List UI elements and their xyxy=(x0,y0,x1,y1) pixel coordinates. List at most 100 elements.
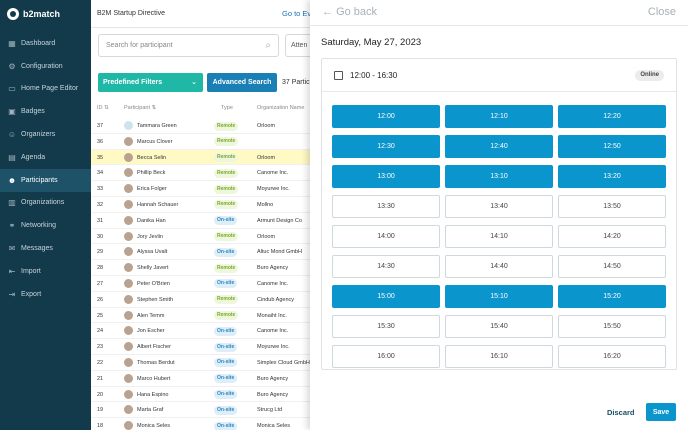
participant-name[interactable]: Danika Han xyxy=(137,217,166,224)
predefined-filters-dropdown[interactable]: Predefined Filters ⌄ xyxy=(98,73,203,92)
time-slot-1540[interactable]: 15:40 xyxy=(445,315,553,338)
time-slot-1340[interactable]: 13:40 xyxy=(445,195,553,218)
time-slot-1420[interactable]: 14:20 xyxy=(558,225,666,248)
time-slot-1200[interactable]: 12:00 xyxy=(332,105,440,128)
participant-name[interactable]: Jory Jevlin xyxy=(137,233,163,240)
sidebar-item-home-page-editor[interactable]: ▭ Home Page Editor xyxy=(0,78,91,101)
table-row[interactable]: 19 Marta Graf On-site Strucg Ltd xyxy=(91,402,311,419)
time-slot-1510[interactable]: 15:10 xyxy=(445,285,553,308)
table-row[interactable]: 28 Shelly Javert Remote Buro Agency xyxy=(91,260,311,276)
row-id: 20 xyxy=(97,391,104,398)
attendance-filter-select[interactable]: Atten xyxy=(285,34,315,57)
table-row[interactable]: 30 Jory Jevlin Remote Orloom xyxy=(91,229,311,245)
participant-name[interactable]: Albert Fischer xyxy=(137,344,171,351)
sidebar-item-export[interactable]: ⇥ Export xyxy=(0,283,91,306)
slot-range: 12:00 - 16:30 xyxy=(350,71,398,80)
participant-name[interactable]: Erica Folger xyxy=(137,186,167,193)
time-slot-1250[interactable]: 12:50 xyxy=(558,135,666,158)
table-row[interactable]: 26 Stephen Smith Remote Cindub Agency xyxy=(91,292,311,308)
go-back-button[interactable]: ← Go back xyxy=(322,6,377,18)
table-row[interactable]: 32 Hannah Schauer Remote Mollno xyxy=(91,197,311,213)
column-participant[interactable]: Participant ⇅ xyxy=(124,105,156,111)
participant-name[interactable]: Marcus Clover xyxy=(137,138,173,145)
time-slot-1440[interactable]: 14:40 xyxy=(445,255,553,278)
time-slot-1240[interactable]: 12:40 xyxy=(445,135,553,158)
time-slot-1600[interactable]: 16:00 xyxy=(332,345,440,368)
time-slot-1230[interactable]: 12:30 xyxy=(332,135,440,158)
time-slot-1520[interactable]: 15:20 xyxy=(558,285,666,308)
table-row[interactable]: 23 Albert Fischer On-site Moyurwe Inc. xyxy=(91,339,311,355)
participant-name[interactable]: Jon Escher xyxy=(137,328,165,335)
participant-name[interactable]: Alyssa Uvalt xyxy=(137,249,168,256)
table-row[interactable]: 20 Hana Espino On-site Buro Agency xyxy=(91,387,311,403)
logo[interactable]: b2match xyxy=(0,0,91,28)
go-to-event-link[interactable]: Go to Ev xyxy=(282,9,312,18)
table-row[interactable]: 35 Becca Selin Remote Orloom xyxy=(91,149,311,166)
sidebar-item-dashboard[interactable]: ▦ Dashboard xyxy=(0,32,91,55)
participant-name[interactable]: Monica Seles xyxy=(137,423,171,430)
table-row[interactable]: 25 Alen Temm Remote Monaiht Inc. xyxy=(91,308,311,324)
time-slot-1530[interactable]: 15:30 xyxy=(332,315,440,338)
participant-name[interactable]: Shelly Javert xyxy=(137,265,169,272)
chevron-down-icon: ⌄ xyxy=(191,79,197,86)
discard-button[interactable]: Discard xyxy=(607,408,635,417)
time-slot-1500[interactable]: 15:00 xyxy=(332,285,440,308)
sidebar-item-organizers[interactable]: ☺ Organizers xyxy=(0,123,91,146)
close-button[interactable]: Close xyxy=(647,6,676,18)
avatar xyxy=(124,294,133,304)
select-all-checkbox[interactable] xyxy=(334,71,343,80)
save-button[interactable]: Save xyxy=(646,403,676,421)
table-row[interactable]: 22 Thomas Berdut On-site Simplex Cloud GmbH xyxy=(91,355,311,371)
table-row[interactable]: 24 Jon Escher On-site Canome Inc. xyxy=(91,323,311,340)
participant-name[interactable]: Phillip Beck xyxy=(137,170,166,177)
time-slot-1220[interactable]: 12:20 xyxy=(558,105,666,128)
time-slot-1610[interactable]: 16:10 xyxy=(445,345,553,368)
search-input[interactable]: Search for participant ⌕ xyxy=(98,34,279,57)
organization-name: Canome Inc. xyxy=(257,280,289,287)
advanced-search-button[interactable]: Advanced Search xyxy=(207,73,277,92)
column-type: Type xyxy=(221,105,233,111)
column-id[interactable]: ID ⇅ xyxy=(97,105,109,111)
participant-name[interactable]: Becca Selin xyxy=(137,154,167,161)
time-slot-1550[interactable]: 15:50 xyxy=(558,315,666,338)
table-row[interactable]: 36 Marcus Clover Remote xyxy=(91,134,311,150)
logo-text: b2match xyxy=(23,9,61,19)
participant-name[interactable]: Hana Espino xyxy=(137,391,169,398)
table-row[interactable]: 29 Alyssa Uvalt On-site Altuc Mond GmbH xyxy=(91,244,311,261)
participant-name[interactable]: Marco Hubert xyxy=(137,375,171,382)
participant-name[interactable]: Peter O'Brien xyxy=(137,280,170,287)
sidebar-item-participants[interactable]: ☻ Participants xyxy=(0,168,91,192)
participant-name[interactable]: Hannah Schauer xyxy=(137,201,179,208)
time-slot-1450[interactable]: 14:50 xyxy=(558,255,666,278)
row-id: 23 xyxy=(97,344,104,351)
sidebar-item-agenda[interactable]: ▤ Agenda xyxy=(0,146,91,169)
time-slot-1400[interactable]: 14:00 xyxy=(332,225,440,248)
sidebar-item-configuration[interactable]: ⚙ Configuration xyxy=(0,55,91,78)
table-row[interactable]: 34 Phillip Beck Remote Canome Inc. xyxy=(91,165,311,182)
time-slot-1620[interactable]: 16:20 xyxy=(558,345,666,368)
time-slot-1430[interactable]: 14:30 xyxy=(332,255,440,278)
table-row[interactable]: 18 Monica Seles On-site Monica Seles xyxy=(91,418,311,430)
time-slot-1350[interactable]: 13:50 xyxy=(558,195,666,218)
table-row[interactable]: 33 Erica Folger Remote Moyurwe Inc. xyxy=(91,181,311,197)
time-slot-1300[interactable]: 13:00 xyxy=(332,165,440,188)
sidebar-item-messages[interactable]: ✉ Messages xyxy=(0,237,91,260)
time-slot-1310[interactable]: 13:10 xyxy=(445,165,553,188)
time-slot-1410[interactable]: 14:10 xyxy=(445,225,553,248)
participant-name[interactable]: Stephen Smith xyxy=(137,296,174,303)
table-row[interactable]: 37 Tammara Green Remote Orloom xyxy=(91,118,311,134)
time-slot-1320[interactable]: 13:20 xyxy=(558,165,666,188)
participant-name[interactable]: Alen Temm xyxy=(137,312,165,319)
time-slot-1330[interactable]: 13:30 xyxy=(332,195,440,218)
time-slot-1210[interactable]: 12:10 xyxy=(445,105,553,128)
sidebar-item-organizations[interactable]: ▥ Organizations xyxy=(0,192,91,215)
participant-name[interactable]: Thomas Berdut xyxy=(137,359,175,366)
sidebar-item-badges[interactable]: ▣ Badges xyxy=(0,100,91,123)
participant-name[interactable]: Tammara Green xyxy=(137,123,177,129)
table-row[interactable]: 21 Marco Hubert On-site Buro Agency xyxy=(91,371,311,387)
table-row[interactable]: 31 Danika Han On-site Armunt Design Co xyxy=(91,213,311,229)
sidebar-item-networking[interactable]: ⚭ Networking xyxy=(0,214,91,237)
participant-name[interactable]: Marta Graf xyxy=(137,407,164,414)
sidebar-item-import[interactable]: ⇤ Import xyxy=(0,260,91,283)
table-row[interactable]: 27 Peter O'Brien On-site Canome Inc. xyxy=(91,276,311,292)
